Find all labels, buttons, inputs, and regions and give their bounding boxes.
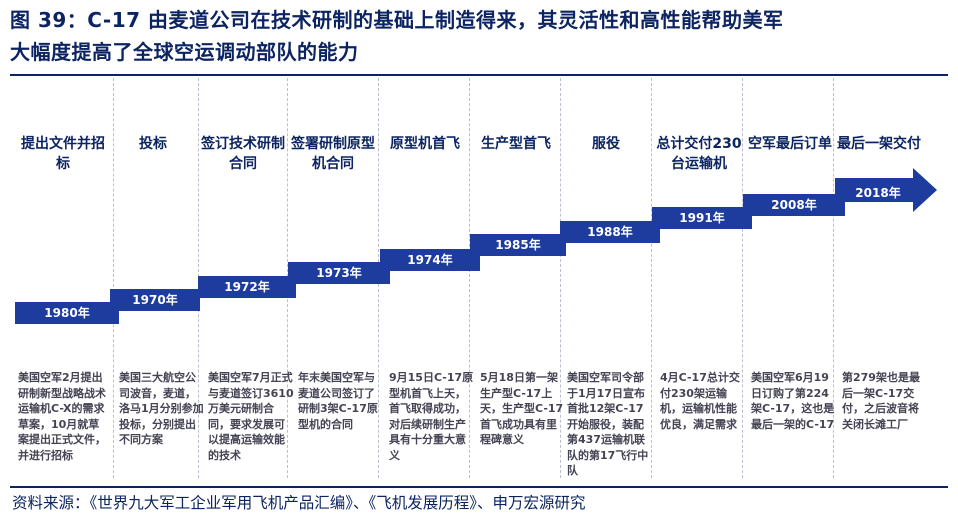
milestone-event-2: 投标 [139,136,167,152]
year-bar-1: 1980年 [15,302,119,324]
milestone-desc-7: 美国空军司令部于1月17日宣布首批12架C-17开始服役，装配第437运输机联队… [567,371,649,477]
milestone-desc-10: 第279架也是最后一架C-17交付，之后波音将关闭长滩工厂 [842,371,920,431]
milestone-event-5: 原型机首飞 [390,136,460,152]
milestone-event-9: 空军最后订单 [748,136,832,152]
milestone-event-10: 最后一架交付 [837,136,921,152]
milestone-desc-3: 美国空军7月正式与麦道签订3610万美元研制合同，要求发展可以提高运输效能的技术 [208,371,294,462]
milestone-desc-9: 美国空军6月19日订购了第224架C-17，这也是最后一架的C-17 [751,371,835,431]
milestone-event-8: 总计交付230台运输机 [656,136,742,172]
figure-title-line-1: 图 39：C-17 由麦道公司在技术研制的基础上制造得来，其灵活性和高性能帮助美… [10,8,784,32]
milestone-event-7: 服役 [592,136,620,152]
year-bar-3: 1972年 [198,276,296,298]
column-divider [833,78,834,478]
source-note: 资料来源：《世界九大军工企业军用飞机产品汇编》、《飞机发展历程》、申万宏源研究 [12,494,586,512]
column-divider [560,78,561,478]
year-bar-5: 1974年 [380,249,480,271]
year-bar-7: 1988年 [560,221,660,243]
milestone-event-6: 生产型首飞 [481,136,551,152]
column-divider [113,78,114,478]
bottom-divider [10,486,948,488]
milestone-desc-4: 年末美国空军与麦道公司签订了研制3架C-17原型机的合同 [298,371,378,431]
milestone-desc-8: 4月C-17总计交付230架运输机，运输机性能优良，满足需求 [660,371,740,431]
column-divider [469,78,470,478]
year-bar-6: 1985年 [470,234,566,256]
year-bar-10: 2018年 [855,186,901,200]
figure-title-line-2: 大幅度提高了全球空运调动部队的能力 [10,40,359,64]
top-divider [10,74,948,76]
milestone-desc-6: 5月18日第一架生产型C-17上天，生产型C-17首飞成功具有里程碑意义 [480,371,564,446]
year-bar-9: 2008年 [743,194,845,216]
arrow-icon [835,168,937,212]
milestone-event-3: 签订技术研制合同 [201,136,285,172]
year-bar-8: 1991年 [652,207,752,229]
milestone-desc-5: 9月15日C-17原型机首飞上天，首飞取得成功，对后续研制生产具有十分重大意义 [389,371,474,462]
milestone-desc-2: 美国三大航空公司波音，麦道，洛马1月分别参加投标，分别提出不同方案 [119,371,204,446]
column-divider [651,78,652,478]
year-bar-4: 1973年 [288,262,390,284]
column-divider [742,78,743,478]
milestone-event-4: 签署研制原型机合同 [291,136,375,172]
figure-title: 图 39：C-17 由麦道公司在技术研制的基础上制造得来，其灵活性和高性能帮助美… [10,4,950,68]
milestone-event-1: 提出文件并招标 [21,136,105,172]
year-bar-2: 1970年 [110,289,200,311]
milestone-desc-1: 美国空军2月提出研制新型战略战术运输机C-X的需求草案，10月就草案提出正式文件… [18,371,106,462]
